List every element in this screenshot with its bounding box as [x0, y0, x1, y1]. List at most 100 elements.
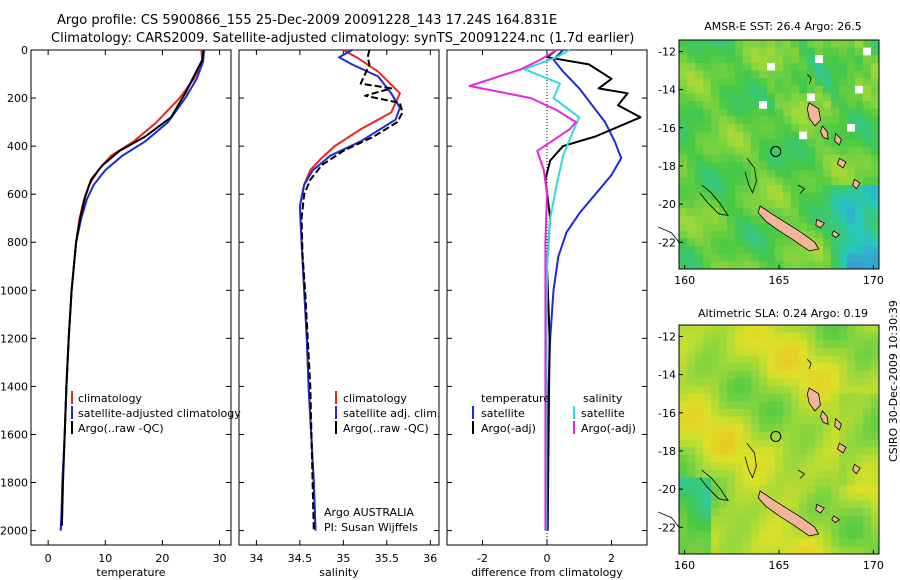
map-cell [719, 93, 728, 102]
map-cell [679, 325, 688, 334]
map-cell [871, 546, 880, 555]
series-line-satellite-adj-clim [298, 49, 401, 531]
map-cell [839, 238, 848, 247]
map-cell [687, 139, 696, 148]
map-cell [727, 485, 736, 494]
map-cell [847, 538, 856, 547]
map-cell [767, 78, 776, 87]
map-cell [679, 101, 688, 110]
map-cell [783, 55, 792, 64]
map-cell [807, 55, 816, 64]
map-cell [791, 378, 800, 387]
map-cell [751, 55, 760, 64]
map-cell [703, 230, 712, 239]
map-cell [799, 538, 808, 547]
map-cell [863, 386, 872, 395]
map-cell [815, 177, 824, 186]
map-cell [695, 261, 704, 270]
map-cell [719, 523, 728, 532]
map-cell [831, 253, 840, 262]
map-cell [775, 355, 784, 364]
map-cell [799, 85, 808, 94]
map-cell [695, 139, 704, 148]
map-cell [823, 454, 832, 463]
map-cell [719, 55, 728, 64]
plot-frame [238, 49, 440, 546]
map-cell [791, 401, 800, 410]
map-cell [735, 85, 744, 94]
map-cell [831, 108, 840, 117]
map-cell [687, 500, 696, 509]
map-cell [759, 508, 768, 517]
map-cell [751, 62, 760, 72]
legend-label-argo: Argo(..raw -QC) [78, 422, 164, 435]
map-cell [687, 108, 696, 117]
map-cell [871, 332, 880, 341]
map-cell [871, 223, 880, 232]
map-cell [831, 431, 840, 440]
map-cell [767, 408, 776, 418]
reef-torres [807, 359, 812, 370]
map-cell [679, 55, 688, 64]
map-cell [719, 477, 728, 486]
map-cell [863, 192, 872, 201]
map-cell [815, 477, 824, 486]
map-cell [799, 386, 808, 395]
map-cell [791, 261, 800, 270]
map-cell [727, 108, 736, 117]
map-cell [831, 492, 840, 502]
legend: temperature salinity satellite Argo(-adj… [472, 392, 636, 435]
map-cell [783, 378, 792, 387]
map-cell [783, 93, 792, 102]
map-cell [847, 238, 856, 247]
reef-reef-b [699, 469, 729, 502]
map-cell [839, 230, 848, 239]
map-cell [871, 185, 880, 194]
map-cell [703, 393, 712, 402]
map-cell [863, 154, 872, 163]
map-cell [719, 500, 728, 509]
map-cell [735, 177, 744, 186]
map-cell [815, 162, 824, 171]
map-cell [695, 253, 704, 262]
map-cell [791, 70, 800, 79]
map-cell [679, 185, 688, 194]
map-cell [703, 169, 712, 178]
map-cell [815, 546, 824, 555]
map-cell [839, 139, 848, 148]
map-cell [735, 470, 744, 479]
map-cell [751, 431, 760, 440]
map-cell [855, 40, 864, 49]
map-cell [703, 515, 712, 524]
map-cell [679, 93, 688, 102]
map-cell [679, 500, 688, 509]
map-cell [759, 177, 768, 186]
map-cell [727, 55, 736, 64]
map-cell [791, 492, 800, 502]
map-cell [807, 78, 816, 87]
map-cell [855, 477, 864, 486]
map-cell [847, 546, 856, 555]
map-cell [823, 515, 832, 524]
map-cell [767, 47, 776, 56]
map-cell [759, 154, 768, 163]
data-lines [59, 49, 206, 531]
map-cell [679, 177, 688, 186]
map-cell [839, 500, 848, 509]
map-cell [767, 238, 776, 247]
map-cell [839, 177, 848, 186]
map-cell [791, 55, 800, 64]
map-cell [791, 447, 800, 456]
map-cell [719, 439, 728, 448]
map-cell [759, 230, 768, 239]
map-cell [711, 85, 720, 94]
map-cell [799, 508, 808, 517]
map-cell [703, 538, 712, 547]
map-cell [807, 347, 816, 357]
map-cell [783, 116, 792, 125]
map-cell [719, 261, 728, 270]
map-cell [687, 47, 696, 56]
map-cell [855, 393, 864, 402]
map-cell [799, 378, 808, 387]
